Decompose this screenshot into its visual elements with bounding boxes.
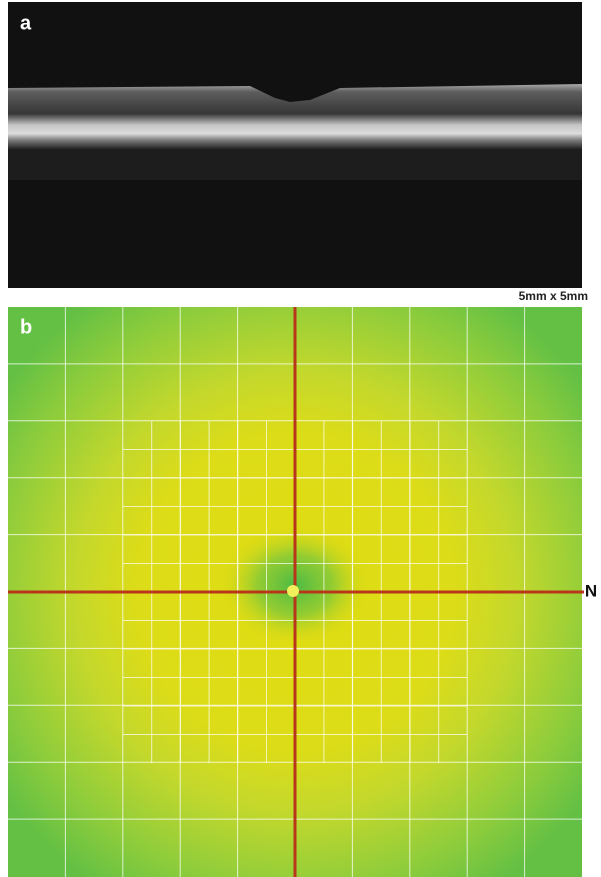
- scale-label: 5mm x 5mm: [519, 289, 588, 303]
- choroid: [8, 150, 582, 180]
- figure: a 5mm x 5mm b N: [0, 0, 601, 877]
- panel-label: a: [20, 12, 32, 34]
- oct-panel: a: [8, 2, 582, 288]
- page: a 5mm x 5mm b N (() => { const data = JS…: [0, 0, 601, 877]
- panel-label: b: [20, 316, 32, 338]
- fovea-center: [287, 585, 299, 597]
- direction-label: N: [585, 581, 597, 600]
